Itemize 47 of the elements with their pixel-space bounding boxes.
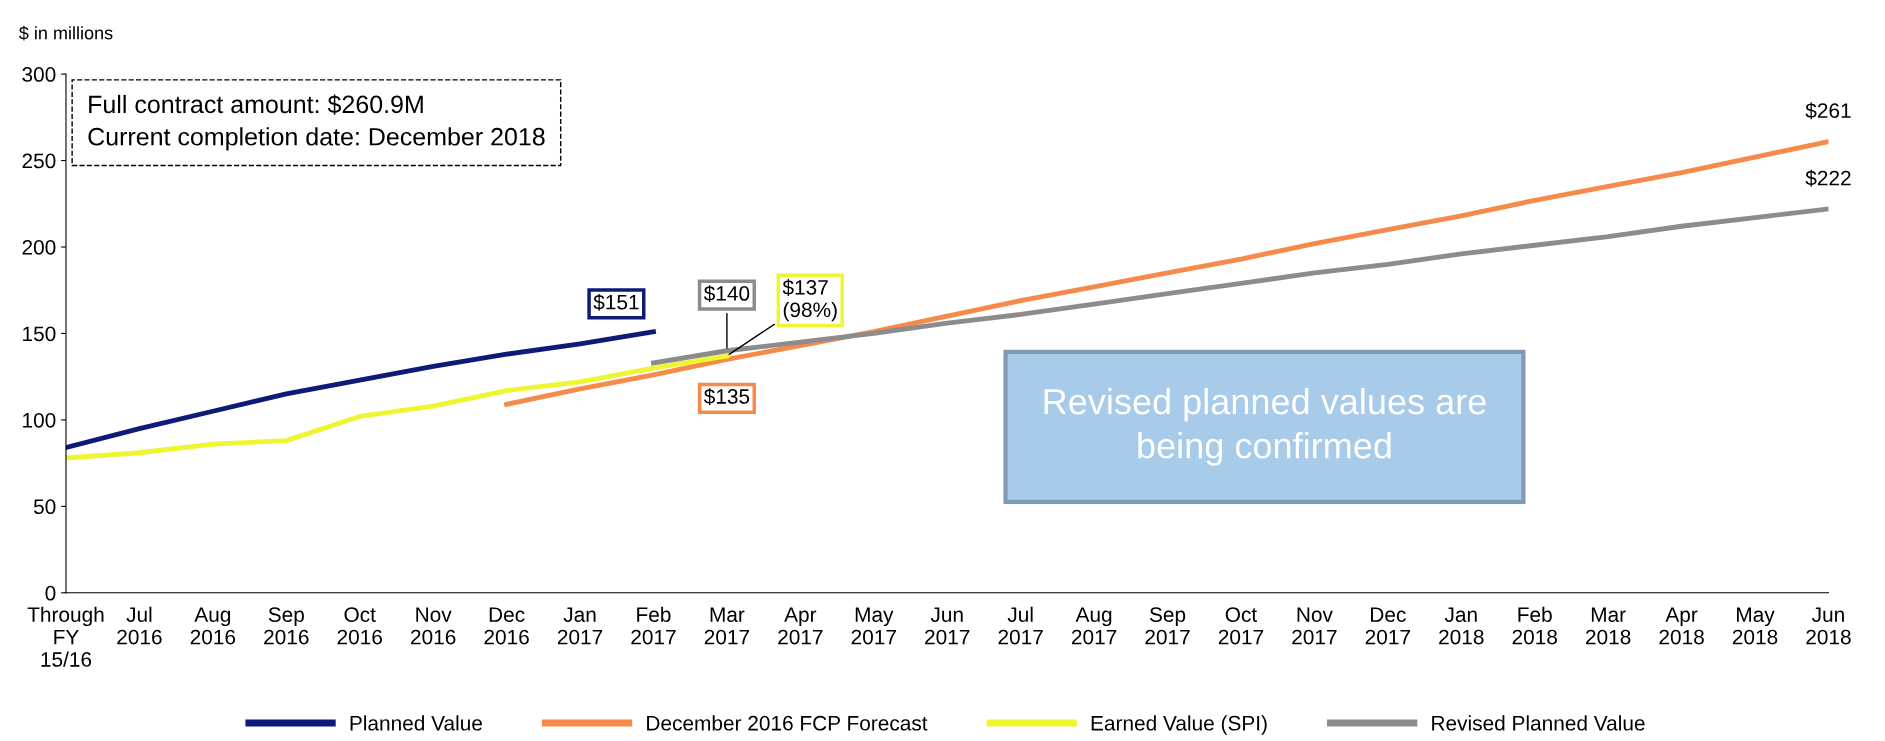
line-series <box>651 206 1829 366</box>
y-tick-label: 0 <box>45 585 56 601</box>
x-tick-label: Jun 2017 <box>925 607 970 645</box>
data-label: $137 (98%) <box>782 279 837 322</box>
x-tick-label: Nov 2017 <box>1292 607 1337 645</box>
x-tick-label: Jul 2017 <box>998 606 1043 645</box>
y-axis-title: $ in millions <box>19 25 113 41</box>
x-tick-label: Apr 2018 <box>1659 607 1704 645</box>
y-tick-label: 300 <box>22 67 56 82</box>
annotation: Full contract amount: $260.9M Current completion date: December 2018 <box>88 94 545 151</box>
y-tick-label: 200 <box>22 240 56 255</box>
legend-label: Planned Value <box>350 715 482 731</box>
y-tick-label: 150 <box>23 326 56 342</box>
x-tick-label: Jul 2016 <box>117 606 162 645</box>
data-label: $140 <box>703 285 750 303</box>
x-tick-label: May 2017 <box>851 607 896 645</box>
x-tick-label: Jun 2018 <box>1806 607 1851 645</box>
x-tick-label: Apr 2017 <box>778 607 823 645</box>
data-label: $261 <box>1805 102 1851 120</box>
x-tick-label: Dec 2016 <box>484 607 529 645</box>
x-tick-label: Aug 2017 <box>1071 607 1117 645</box>
annotation: Revised planned values are being confirmed <box>1044 387 1486 466</box>
data-label: $135 <box>703 388 750 406</box>
y-tick-label: 50 <box>33 499 56 515</box>
x-tick-label: Through FY 15/16 <box>27 606 104 667</box>
data-label: $222 <box>1805 169 1851 187</box>
x-tick-label: Jan 2018 <box>1439 607 1484 645</box>
x-tick-label: Mar 2018 <box>1586 607 1631 645</box>
legend-label: Revised Planned Value <box>1432 715 1645 731</box>
legend-label: December 2016 FCP Forecast <box>647 715 928 731</box>
x-tick-label: Sep 2017 <box>1145 607 1190 645</box>
x-tick-label: Nov 2016 <box>411 607 456 645</box>
data-label: $151 <box>593 293 639 311</box>
y-tick-label: 250 <box>22 153 56 169</box>
x-tick-label: Jan 2017 <box>557 607 603 645</box>
legend-label: Earned Value (SPI) <box>1091 715 1267 735</box>
y-tick-label: 100 <box>23 412 56 428</box>
x-tick-label: Oct 2016 <box>337 607 382 645</box>
x-tick-label: Feb 2018 <box>1512 606 1557 645</box>
x-tick-label: Mar 2017 <box>704 607 750 645</box>
x-tick-label: May 2018 <box>1732 607 1778 645</box>
x-tick-label: Aug 2016 <box>190 607 236 645</box>
x-tick-label: Feb 2017 <box>631 606 676 645</box>
x-tick-label: Oct 2017 <box>1218 607 1264 645</box>
x-tick-label: Dec 2017 <box>1365 607 1410 645</box>
line-series <box>65 329 656 450</box>
x-tick-label: Sep 2016 <box>264 607 309 645</box>
